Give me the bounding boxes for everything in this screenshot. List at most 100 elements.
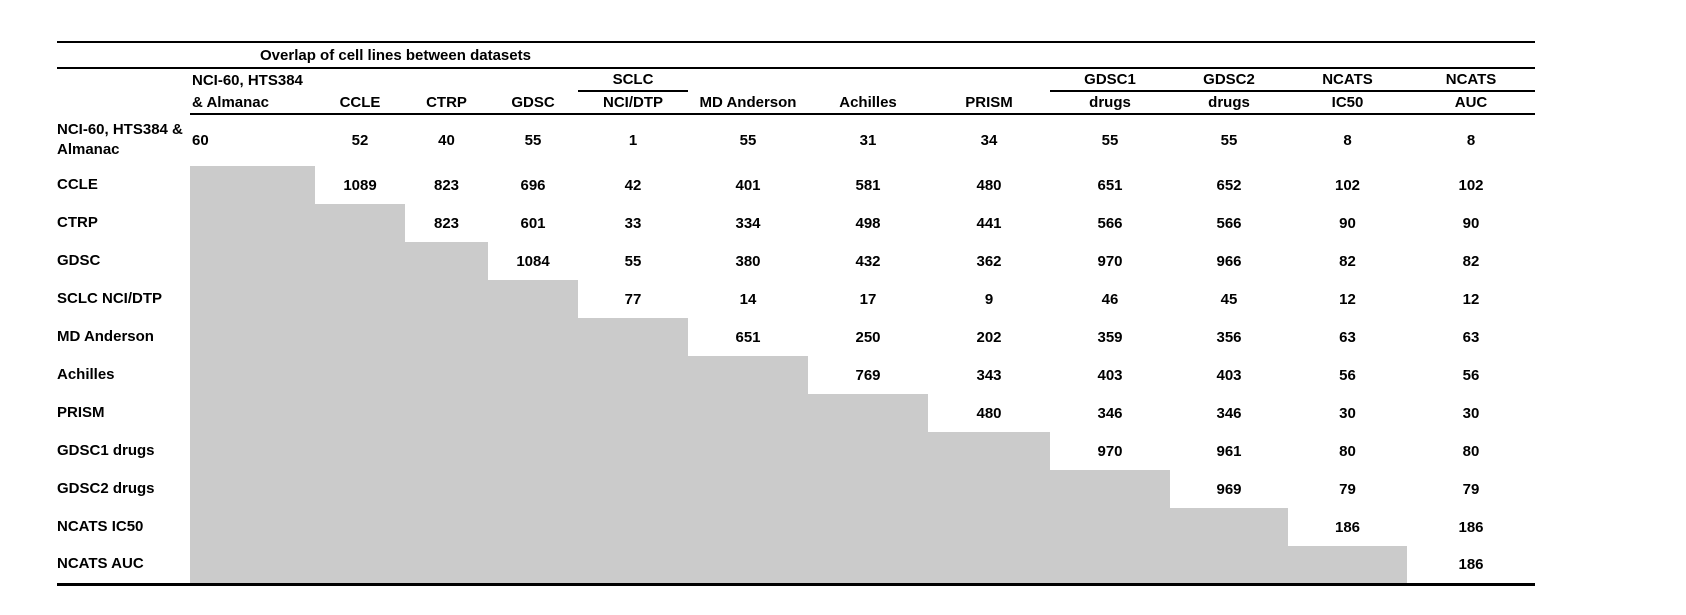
row-label: NCATS IC50 [57, 518, 144, 536]
shaded-cell [488, 470, 578, 508]
shaded-cell [1050, 546, 1170, 584]
shaded-cell [405, 356, 488, 394]
column-header-drugs: drugs [1170, 91, 1288, 115]
table-row-gdsc: GDSC 1084 55 380 432 362 970 966 82 82 [57, 242, 1535, 280]
value-cell: 480 [976, 404, 1002, 422]
shaded-cell [578, 394, 688, 432]
empty-header-cell [688, 68, 808, 91]
table-row-gdsc2-drugs: GDSC2 drugs 969 79 79 [57, 470, 1535, 508]
value-cell: 1089 [343, 176, 377, 194]
column-header-md-anderson: MD Anderson [688, 91, 808, 115]
value-cell: 651 [735, 328, 761, 346]
title-row: Overlap of cell lines between datasets [57, 41, 1536, 69]
column-header-ctrp: CTRP [405, 91, 488, 115]
value-cell: 56 [1462, 366, 1480, 384]
shaded-cell [578, 508, 688, 546]
shaded-cell [808, 546, 928, 584]
shaded-cell [488, 280, 578, 318]
shaded-cell [405, 546, 488, 584]
value-cell: 970 [1097, 442, 1123, 460]
column-header-almanac: & Almanac [190, 91, 315, 115]
value-cell: 8 [1343, 132, 1352, 149]
shaded-cell [488, 356, 578, 394]
value-cell: 581 [855, 176, 881, 194]
shaded-cell [405, 318, 488, 356]
value-cell: 55 [524, 132, 542, 149]
value-cell: 651 [1097, 176, 1123, 194]
value-cell: 480 [976, 176, 1002, 194]
value-cell: 42 [624, 176, 642, 194]
shaded-cell [928, 508, 1050, 546]
row-label: GDSC [57, 252, 101, 270]
row-label: Achilles [57, 366, 115, 384]
shaded-cell [578, 356, 688, 394]
value-cell: 441 [976, 214, 1002, 232]
group-header-gdsc1: GDSC1 [1050, 68, 1170, 92]
value-cell: 961 [1216, 442, 1242, 460]
shaded-cell [808, 394, 928, 432]
value-cell: 334 [735, 214, 761, 232]
row-label: SCLC NCI/DTP [57, 290, 162, 308]
value-cell: 202 [976, 328, 1002, 346]
table-row-ncats-ic50: NCATS IC50 186 186 [57, 508, 1535, 546]
value-cell: 403 [1216, 366, 1242, 384]
column-header-gdsc: GDSC [488, 91, 578, 115]
shaded-cell [928, 470, 1050, 508]
value-cell: 30 [1462, 404, 1480, 422]
shaded-cell [488, 394, 578, 432]
shaded-cell [578, 546, 688, 584]
value-cell: 82 [1339, 252, 1356, 270]
shaded-cell [190, 356, 315, 394]
value-cell: 34 [980, 132, 998, 149]
shaded-cell [688, 546, 808, 584]
value-cell: 401 [735, 176, 761, 194]
value-cell: 362 [976, 252, 1002, 270]
row-label: GDSC1 drugs [57, 442, 155, 460]
shaded-cell [190, 432, 315, 470]
shaded-cell [405, 242, 488, 280]
shaded-cell [315, 356, 405, 394]
value-cell: 80 [1339, 442, 1356, 460]
shaded-cell [808, 432, 928, 470]
shaded-cell [405, 470, 488, 508]
row-label: PRISM [57, 404, 105, 422]
shaded-cell [578, 318, 688, 356]
value-cell: 9 [984, 290, 994, 308]
table-row-md-anderson: MD Anderson 651 250 202 359 356 63 63 [57, 318, 1535, 356]
value-cell: 80 [1462, 442, 1480, 460]
shaded-cell [488, 546, 578, 584]
value-cell: 102 [1458, 176, 1484, 194]
row-label: CTRP [57, 214, 98, 232]
shaded-cell [190, 242, 315, 280]
column-header-ic50: IC50 [1288, 91, 1407, 115]
value-cell: 56 [1339, 366, 1356, 384]
empty-header-cell [405, 68, 488, 91]
value-cell: 186 [1458, 518, 1484, 536]
value-cell: 601 [520, 214, 546, 232]
value-cell: 12 [1339, 290, 1356, 308]
table-title: Overlap of cell lines between datasets [57, 41, 1536, 69]
shaded-cell [688, 432, 808, 470]
value-cell: 432 [855, 252, 881, 270]
value-cell: 46 [1101, 290, 1119, 308]
shaded-cell [190, 204, 315, 242]
value-cell: 17 [859, 290, 877, 308]
table-row-ccle: CCLE 1089 823 696 42 401 581 480 651 652 102 102 [57, 166, 1535, 204]
group-header-nci-60-hts384: NCI-60, HTS384 [192, 71, 303, 89]
value-cell: 566 [1216, 214, 1242, 232]
column-header-achilles: Achilles [808, 91, 928, 115]
value-cell: 359 [1097, 328, 1123, 346]
value-cell: 769 [855, 366, 881, 384]
corner-cell [57, 68, 190, 91]
value-cell: 380 [735, 252, 761, 270]
group-header-ncats: NCATS [1407, 68, 1536, 92]
shaded-cell [808, 470, 928, 508]
value-cell: 102 [1334, 176, 1361, 194]
shaded-cell [315, 508, 405, 546]
shaded-cell [315, 394, 405, 432]
value-cell: 55 [624, 252, 642, 270]
row-label: NCATS AUC [57, 555, 144, 573]
empty-header-cell [488, 68, 578, 91]
value-cell: 652 [1216, 176, 1242, 194]
row-label: MD Anderson [57, 328, 154, 346]
